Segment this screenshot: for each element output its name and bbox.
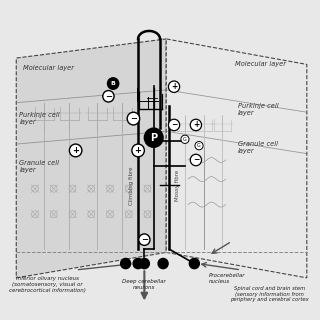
Circle shape (132, 144, 144, 157)
Text: Purkinje cell
layer: Purkinje cell layer (238, 102, 279, 116)
Text: Mossy fibre: Mossy fibre (175, 170, 180, 201)
Circle shape (168, 81, 180, 92)
Circle shape (121, 259, 131, 269)
Circle shape (168, 119, 180, 131)
Circle shape (139, 234, 150, 245)
Text: −: − (193, 156, 199, 164)
Text: B: B (111, 81, 116, 86)
Circle shape (139, 259, 149, 269)
Circle shape (158, 259, 168, 269)
Circle shape (144, 128, 163, 147)
Circle shape (190, 154, 202, 166)
Text: Molecular layer: Molecular layer (235, 61, 286, 68)
Circle shape (190, 119, 202, 131)
Text: −: − (171, 120, 177, 130)
Polygon shape (16, 39, 166, 278)
Text: G: G (183, 137, 187, 142)
Text: Molecular layer: Molecular layer (22, 65, 74, 71)
Circle shape (189, 259, 199, 269)
Text: Inferior olivary nucleus
(somatosensory, visual or
cerebrocortical information): Inferior olivary nucleus (somatosensory,… (9, 276, 86, 293)
Text: P: P (150, 133, 157, 143)
Circle shape (103, 91, 114, 102)
Circle shape (133, 259, 143, 269)
Text: +: + (171, 82, 177, 91)
Text: −: − (130, 114, 137, 123)
Text: Procerebellar
nucleus: Procerebellar nucleus (208, 273, 245, 284)
Circle shape (108, 78, 119, 89)
Text: Deep cerebellar
neurons: Deep cerebellar neurons (123, 279, 166, 290)
Text: +: + (135, 146, 142, 155)
Polygon shape (166, 39, 307, 278)
Text: −: − (141, 235, 148, 244)
Text: Granule cell
layer: Granule cell layer (20, 160, 60, 173)
Text: Climbing fibre: Climbing fibre (129, 166, 134, 205)
Circle shape (69, 144, 82, 157)
Text: +: + (72, 146, 79, 155)
Text: G: G (197, 143, 201, 148)
Text: Spinal cord and brain stem
(sensory information from
periphery and cerebral cort: Spinal cord and brain stem (sensory info… (230, 286, 309, 302)
Text: +: + (193, 120, 199, 130)
Circle shape (181, 135, 189, 143)
Circle shape (195, 141, 203, 150)
Text: −: − (105, 92, 112, 101)
Circle shape (127, 112, 140, 125)
Text: Granule cell
layer: Granule cell layer (238, 141, 278, 154)
Text: Purkinje cell
layer: Purkinje cell layer (20, 112, 60, 125)
